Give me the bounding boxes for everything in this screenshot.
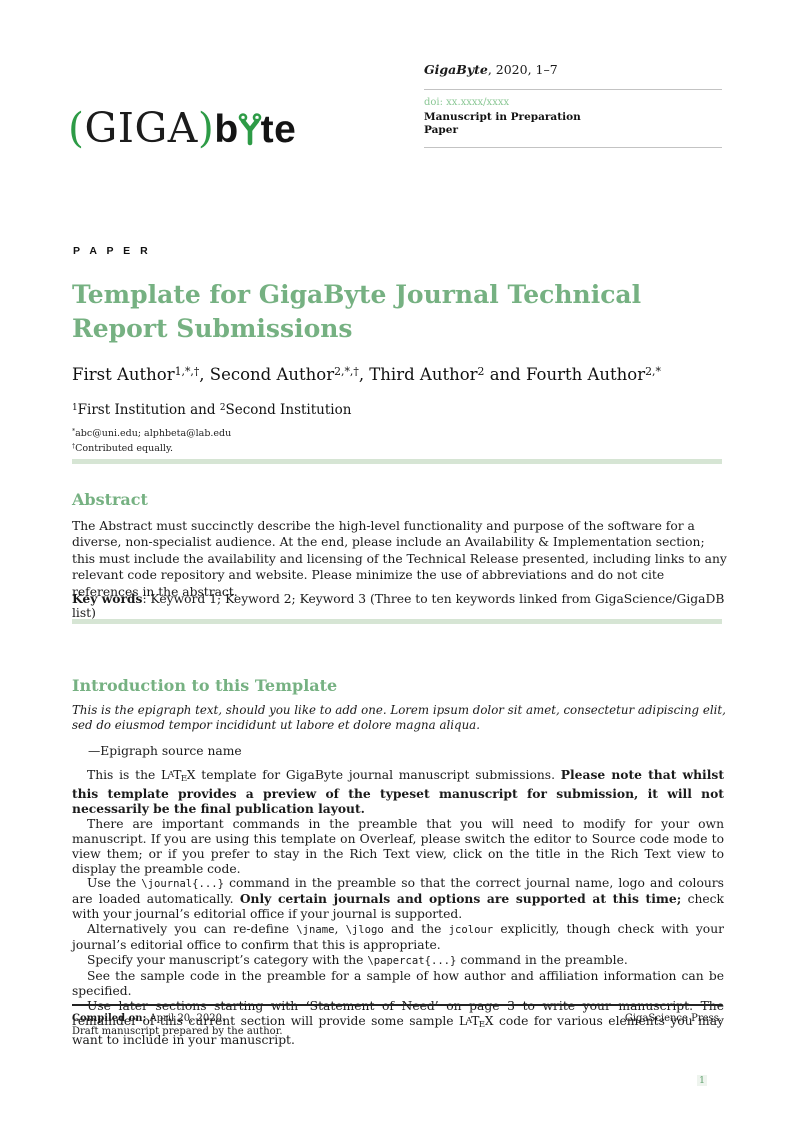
compiled-on-date: April 20, 2020. — [146, 1013, 226, 1024]
paragraph: See the sample code in the preamble for … — [72, 968, 724, 998]
journal-citation-line: GigaByte, 2020, 1–7 — [424, 63, 722, 90]
page-number: 1 — [697, 1075, 708, 1086]
keywords-line: Key words: Keyword 1; Keyword 2; Keyword… — [72, 591, 725, 620]
manuscript-category: Paper — [424, 124, 458, 136]
epigraph-source: —Epigraph source name — [88, 744, 242, 758]
paper-kicker: P A P E R — [73, 245, 152, 257]
logo-b: b — [214, 108, 239, 151]
footnote-emails: *abc@uni.edu; alphbeta@lab.edu — [72, 428, 232, 439]
journal-issue-info: , 2020, 1–7 — [487, 62, 558, 77]
gigabyte-logo: (GIGA)b te — [68, 104, 296, 152]
footer-rule — [72, 1004, 722, 1006]
header-meta: GigaByte, 2020, 1–7 doi: xx.xxxx/xxxx Ma… — [424, 63, 722, 148]
compiled-on-label: Compiled on: — [72, 1013, 147, 1024]
compiled-on-line: Compiled on: April 20, 2020. — [72, 1013, 283, 1026]
journal-name: GigaByte — [424, 62, 488, 77]
paragraph: There are important commands in the prea… — [72, 816, 724, 876]
paragraph: This is the LATEX template for GigaByte … — [72, 767, 724, 816]
epigraph-text: This is the epigraph text, should you li… — [72, 703, 726, 733]
author-footnotes: *abc@uni.edu; alphbeta@lab.edu †Contribu… — [72, 427, 231, 456]
paragraph: Use later sections starting with ‘Statem… — [72, 999, 724, 1047]
logo-giga: GIGA — [84, 104, 198, 152]
footer-left: Compiled on: April 20, 2020. Draft manus… — [72, 1013, 283, 1038]
abstract-heading: Abstract — [72, 490, 148, 509]
paragraph: Specify your manuscript’s category with … — [87, 952, 628, 967]
section-divider-bar — [72, 619, 722, 624]
logo-giga-text: (GIGA) — [68, 104, 214, 152]
manuscript-meta-block: doi: xx.xxxx/xxxx Manuscript in Preparat… — [424, 90, 722, 148]
footer: Compiled on: April 20, 2020. Draft manus… — [72, 1013, 722, 1038]
introduction-heading: Introduction to this Template — [72, 676, 338, 695]
logo-byte-text: b te — [214, 108, 296, 151]
logo-te: te — [260, 108, 297, 151]
paragraph: Use the \journal{...} command in the pre… — [72, 876, 724, 922]
doi-link[interactable]: doi: xx.xxxx/xxxx — [424, 97, 510, 108]
draft-note: Draft manuscript prepared by the author. — [72, 1025, 283, 1037]
page-title: Template for GigaByte Journal Technical … — [72, 280, 642, 343]
publisher-name: GigaScience Press. — [624, 1013, 722, 1024]
footnote-contributed: †Contributed equally. — [72, 442, 174, 454]
logo-close-paren: ) — [197, 104, 215, 152]
introduction-paragraphs: This is the LATEX template for GigaByte … — [72, 767, 724, 1048]
affiliations-line: 1First Institution and 2Second Instituti… — [72, 402, 352, 418]
paragraph: Alternatively you can re-define \jname, … — [72, 922, 724, 953]
author-line: First Author1,*,†, Second Author2,*,†, T… — [72, 365, 661, 384]
manuscript-status: Manuscript in Preparation — [424, 111, 581, 123]
logo-wishbone-y-icon — [238, 113, 261, 146]
logo-open-paren: ( — [68, 104, 85, 152]
abstract-body: The Abstract must succinctly describe th… — [72, 519, 727, 599]
section-divider-bar — [72, 459, 722, 464]
